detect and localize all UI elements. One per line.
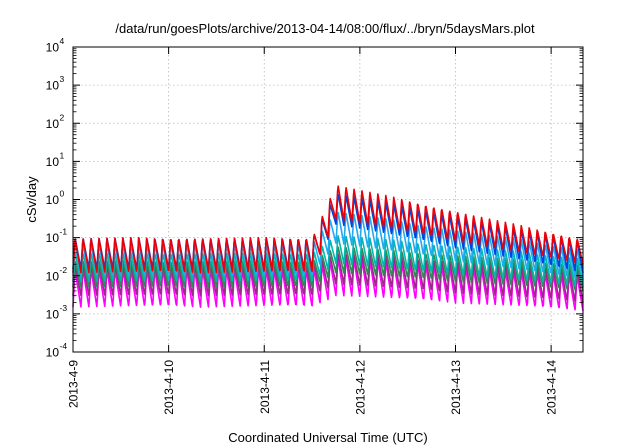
y-tick-label-exponent: -1 xyxy=(60,227,68,237)
x-tick-label: 2013-4-11 xyxy=(258,360,272,414)
x-axis-label: Coordinated Universal Time (UTC) xyxy=(228,430,427,445)
y-tick-label-exponent: 1 xyxy=(60,150,65,160)
series-line xyxy=(72,235,584,288)
x-tick-label: 2013-4-10 xyxy=(162,360,176,415)
y-tick-label-exponent: 4 xyxy=(60,36,65,46)
y-tick-label-base: 10 xyxy=(46,269,60,283)
chart-title: /data/run/goesPlots/archive/2013-04-14/0… xyxy=(115,21,535,36)
x-axis-tick-labels: 2013-4-9 2013-4-10 2013-4-11 2013-4-12 2013-… xyxy=(67,360,559,415)
x-tick-label: 2013-4-14 xyxy=(545,360,559,415)
series-line xyxy=(72,185,584,274)
y-tick-label-exponent: -4 xyxy=(60,341,68,351)
y-tick-label-base: 10 xyxy=(46,155,60,169)
y-tick-label-base: 10 xyxy=(46,346,60,360)
y-tick-label-exponent: 2 xyxy=(60,112,65,122)
y-tick-label-exponent: -3 xyxy=(60,303,68,313)
x-tick-label: 2013-4-9 xyxy=(67,360,81,408)
y-tick-label-base: 10 xyxy=(46,79,60,93)
grid xyxy=(73,47,583,352)
y-tick-label-base: 10 xyxy=(46,117,60,131)
y-axis-label: cSv/day xyxy=(24,176,39,223)
x-tick-label: 2013-4-13 xyxy=(449,360,463,415)
y-tick-label-base: 10 xyxy=(46,193,60,207)
series-line xyxy=(72,246,584,292)
y-tick-label-base: 10 xyxy=(46,231,60,245)
y-tick-label-base: 10 xyxy=(46,41,60,55)
y-tick-label-exponent: -2 xyxy=(60,265,68,275)
series-line xyxy=(72,253,584,303)
y-tick-label-exponent: 0 xyxy=(60,189,65,199)
series-line xyxy=(72,258,584,311)
y-tick-label-exponent: 3 xyxy=(60,74,65,84)
axis-ticks xyxy=(72,46,583,353)
data-series xyxy=(72,185,584,311)
x-tick-label: 2013-4-12 xyxy=(353,360,367,415)
y-tick-label-base: 10 xyxy=(46,307,60,321)
